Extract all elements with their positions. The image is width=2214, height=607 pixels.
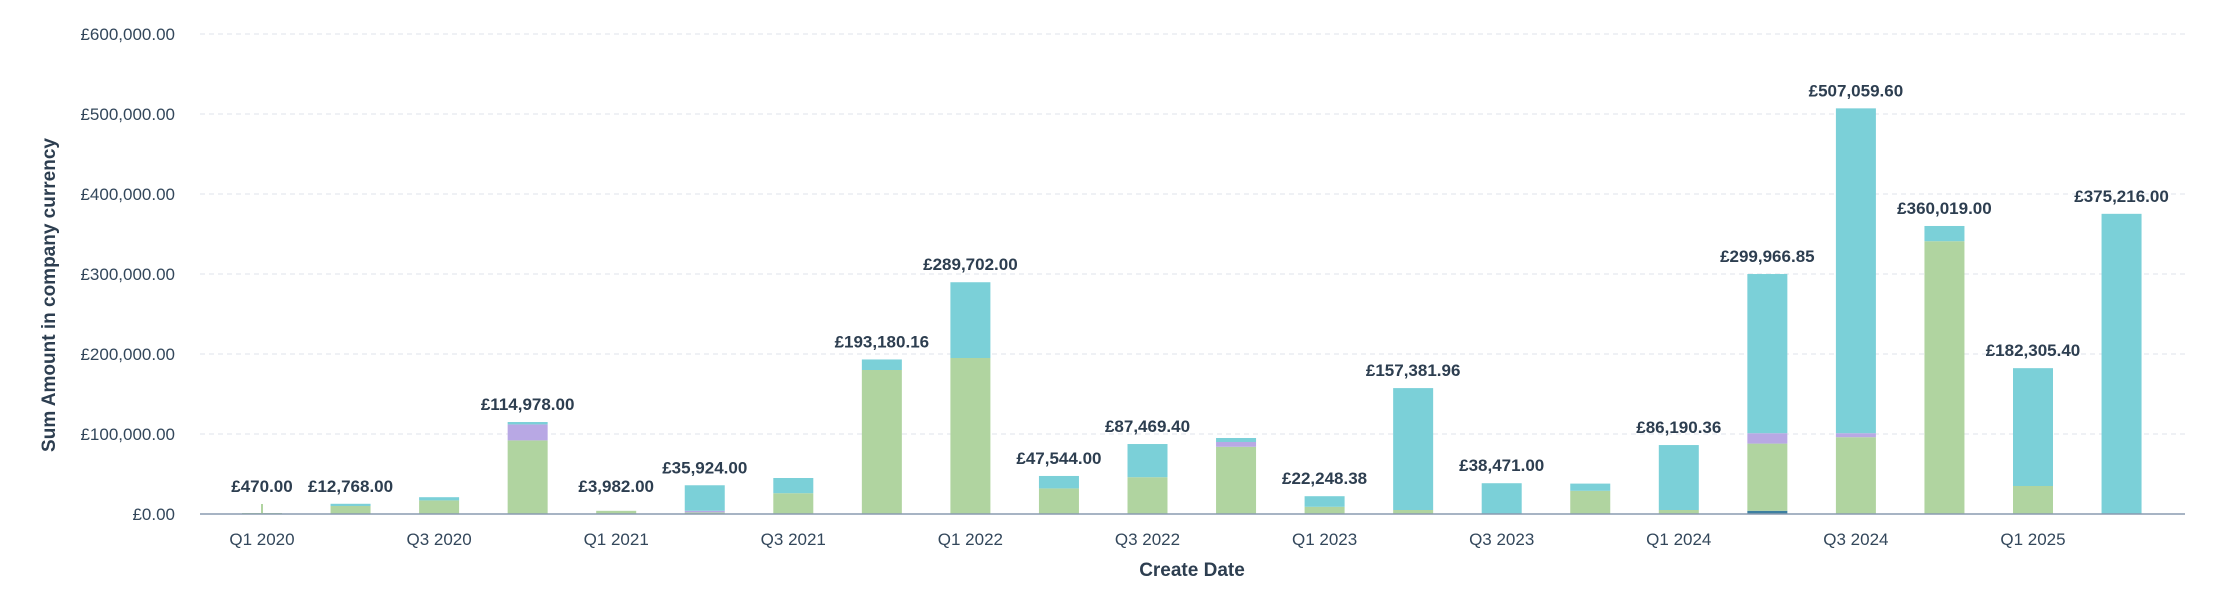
y-axis-ticks: £0.00 £100,000.00 £200,000.00 £300,000.00 £4… xyxy=(80,25,175,524)
bar-segment xyxy=(2101,213,2142,514)
x-tick-label: Q1 2025 xyxy=(2000,530,2065,549)
x-tick-label: Q1 2022 xyxy=(938,530,1003,549)
bar-segment xyxy=(684,510,725,513)
bar-segment xyxy=(1216,446,1257,514)
bar-segment xyxy=(1481,483,1522,514)
data-label: £114,978.00 xyxy=(481,395,575,414)
bar-segment xyxy=(1747,433,1788,444)
bar-segment xyxy=(330,503,371,506)
data-label: £182,305.40 xyxy=(1986,341,2081,360)
data-label: £507,059.60 xyxy=(1809,81,1904,100)
x-tick-label: Q3 2021 xyxy=(761,530,826,549)
bar-segment xyxy=(861,370,902,514)
bar-segment xyxy=(1658,445,1699,510)
bar-segment xyxy=(1924,225,1965,242)
bar-segment xyxy=(1216,442,1257,447)
bar-segment xyxy=(330,506,371,514)
bar-segment xyxy=(596,510,637,514)
bar-segment xyxy=(507,424,548,441)
bar-segment xyxy=(1038,488,1079,514)
bar-segment xyxy=(1924,241,1965,514)
data-label: £47,544.00 xyxy=(1016,449,1101,468)
bar-segment xyxy=(1127,444,1168,478)
bars xyxy=(242,108,2142,514)
y-tick-label: £300,000.00 xyxy=(80,265,175,284)
bar-segment xyxy=(1304,506,1345,514)
x-tick-label: Q1 2024 xyxy=(1646,530,1711,549)
bar-segment xyxy=(1835,433,1876,438)
bar-segment xyxy=(419,500,460,514)
data-label: £86,190.36 xyxy=(1636,418,1721,437)
y-tick-label: £100,000.00 xyxy=(80,425,175,444)
bar-segment xyxy=(1127,477,1168,514)
x-tick-label: Q1 2023 xyxy=(1292,530,1357,549)
bar-segment xyxy=(1658,510,1699,514)
bar-segment xyxy=(1038,475,1079,489)
data-label: £38,471.00 xyxy=(1459,456,1544,475)
bar-segment xyxy=(2013,486,2053,514)
gridlines xyxy=(200,33,2185,435)
bar-segment xyxy=(773,478,814,494)
data-label: £289,702.00 xyxy=(923,255,1018,274)
data-label: £299,966.85 xyxy=(1720,247,1815,266)
bar-segment xyxy=(1747,274,1788,434)
bar-segment xyxy=(1216,438,1257,442)
y-tick-label: £600,000.00 xyxy=(80,25,175,44)
bar-segment xyxy=(1835,437,1876,514)
bar-segment xyxy=(950,282,991,358)
x-tick-label: Q3 2020 xyxy=(406,530,471,549)
y-tick-label: £0.00 xyxy=(132,505,175,524)
data-label: £360,019.00 xyxy=(1897,199,1992,218)
bar-segment xyxy=(950,358,991,514)
x-tick-label: Q3 2024 xyxy=(1823,530,1888,549)
bar-segment xyxy=(1304,496,1345,507)
bar-segment xyxy=(2013,368,2053,486)
y-axis-title: Sum Amount in company currency xyxy=(39,138,60,452)
x-tick-label: Q3 2022 xyxy=(1115,530,1180,549)
bar-segment xyxy=(1747,443,1788,511)
x-tick-label: Q3 2023 xyxy=(1469,530,1534,549)
data-label: £375,216.00 xyxy=(2074,187,2169,206)
y-tick-label: £200,000.00 xyxy=(80,345,175,364)
bar-segment xyxy=(684,512,725,514)
data-label: £22,248.38 xyxy=(1282,469,1367,488)
bar-segment xyxy=(861,359,902,370)
x-axis-title: Create Date xyxy=(1139,560,1245,581)
data-label: £12,768.00 xyxy=(308,477,393,496)
bar-segment xyxy=(1747,510,1788,514)
data-label: £193,180.16 xyxy=(835,332,930,351)
bar-segment xyxy=(1570,490,1611,514)
y-tick-label: £400,000.00 xyxy=(80,185,175,204)
data-label: £35,924.00 xyxy=(662,458,747,477)
bar-segment xyxy=(1570,483,1611,491)
x-axis-ticks: Q1 2020 Q3 2020 Q1 2021 Q3 2021 Q1 2022 Q3 20… xyxy=(229,530,2065,549)
bar-segment xyxy=(507,440,548,514)
bar-segment xyxy=(1393,388,1434,510)
data-label: £470.00 xyxy=(231,477,292,496)
bar-segment xyxy=(773,493,814,514)
bar-segment xyxy=(1393,510,1434,514)
bar-segment xyxy=(1835,108,1876,434)
data-labels: £470.00 £12,768.00 £114,978.00 £3,982.00 £35… xyxy=(231,81,2169,496)
data-label: £157,381.96 xyxy=(1366,361,1461,380)
x-tick-label: Q1 2020 xyxy=(229,530,294,549)
bar-segment xyxy=(684,485,725,511)
y-tick-label: £500,000.00 xyxy=(80,105,175,124)
x-tick-label: Q1 2021 xyxy=(584,530,649,549)
bar-segment xyxy=(507,422,548,425)
data-label: £3,982.00 xyxy=(578,477,654,496)
data-label: £87,469.40 xyxy=(1105,417,1190,436)
bar-segment xyxy=(419,497,460,501)
